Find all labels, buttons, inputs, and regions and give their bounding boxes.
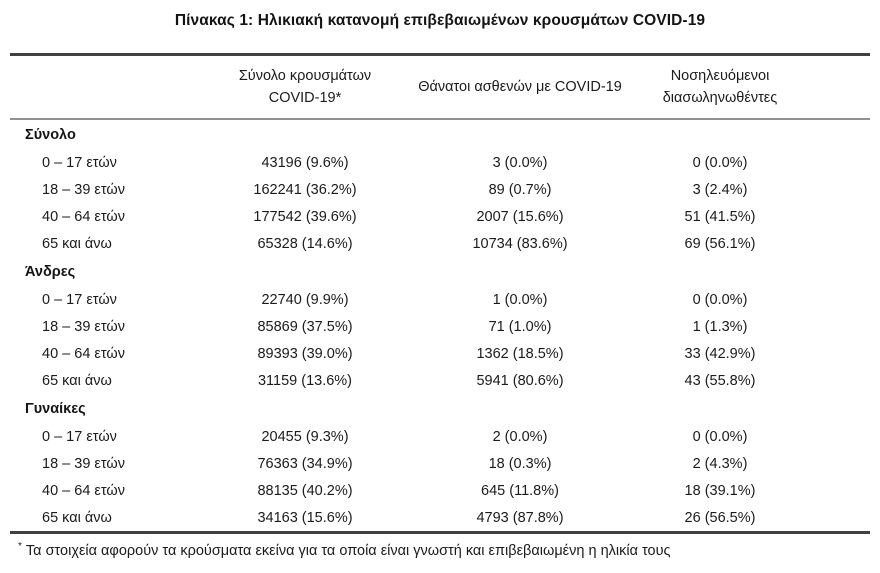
- cell-value: 33 (42.9%): [684, 345, 756, 362]
- cell-value: 22740 (9.9%): [261, 291, 349, 308]
- cell-value: 18 (39.1%): [684, 482, 756, 499]
- filler-cell: [800, 286, 870, 313]
- section-header-row: Γυναίκες: [10, 394, 870, 423]
- header-row: Σύνολο κρουσμάτων COVID-19* Θάνατοι ασθε…: [10, 53, 870, 120]
- section-header-row: Σύνολο: [10, 119, 870, 149]
- filler-cell: [800, 230, 870, 257]
- table-body: Σύνολο 0 – 17 ετών 43196 (9.6%) 3 (0.0%) 0 (…: [10, 119, 870, 533]
- age-group-label: 65 και άνω: [42, 235, 112, 252]
- row-label-column-header: [10, 53, 210, 120]
- cell-value: 2 (4.3%): [692, 455, 748, 472]
- col-header-intubated: Νοσηλευόμενοι διασωληνωθέντες: [640, 53, 800, 120]
- table-row: 65 και άνω 65328 (14.6%) 10734 (83.6%) 69 (…: [10, 230, 870, 257]
- filler-cell: [800, 149, 870, 176]
- filler-cell: [800, 176, 870, 203]
- age-group-label: 18 – 39 ετών: [42, 318, 125, 335]
- cell-value: 43196 (9.6%): [261, 154, 349, 171]
- cell-value: 1 (1.3%): [692, 318, 748, 335]
- cell-value: 1362 (18.5%): [476, 345, 564, 362]
- cell-value: 4793 (87.8%): [476, 509, 564, 526]
- col-header-total-cases: Σύνολο κρουσμάτων COVID-19*: [210, 53, 400, 120]
- col-header-deaths: Θάνατοι ασθενών με COVID-19: [400, 53, 640, 120]
- cell-value: 645 (11.8%): [481, 482, 559, 499]
- filler-cell: [800, 477, 870, 504]
- cell-value: 51 (41.5%): [684, 208, 756, 225]
- age-group-label: 18 – 39 ετών: [42, 181, 125, 198]
- cell-value: 0 (0.0%): [692, 291, 748, 308]
- age-group-label: 40 – 64 ετών: [42, 345, 125, 362]
- cell-value: 43 (55.8%): [684, 372, 756, 389]
- table-row: 18 – 39 ετών 162241 (36.2%) 89 (0.7%) 3 (2.…: [10, 176, 870, 203]
- section-label: Γυναίκες: [25, 400, 86, 417]
- cell-value: 65328 (14.6%): [257, 235, 353, 252]
- table-row: 40 – 64 ετών 88135 (40.2%) 645 (11.8%) 18 (…: [10, 477, 870, 504]
- filler-cell: [800, 504, 870, 533]
- cell-value: 2007 (15.6%): [476, 208, 564, 225]
- section-label: Σύνολο: [25, 126, 76, 143]
- cell-value: 2 (0.0%): [492, 428, 548, 445]
- table-row: 0 – 17 ετών 43196 (9.6%) 3 (0.0%) 0 (0.0%): [10, 149, 870, 176]
- cell-value: 89 (0.7%): [488, 181, 552, 198]
- age-group-label: 65 και άνω: [42, 372, 112, 389]
- cell-value: 34163 (15.6%): [257, 509, 353, 526]
- cell-value: 1 (0.0%): [492, 291, 548, 308]
- cell-value: 26 (56.5%): [684, 509, 756, 526]
- cell-value: 0 (0.0%): [692, 154, 748, 171]
- cell-value: 31159 (13.6%): [257, 372, 353, 389]
- cell-value: 5941 (80.6%): [476, 372, 564, 389]
- filler-column-header: [800, 53, 870, 120]
- cell-value: 10734 (83.6%): [472, 235, 568, 252]
- cell-value: 71 (1.0%): [488, 318, 552, 335]
- filler-cell: [800, 203, 870, 230]
- cell-value: 177542 (39.6%): [253, 208, 357, 225]
- cell-value: 162241 (36.2%): [253, 181, 357, 198]
- covid-age-distribution-table: Σύνολο κρουσμάτων COVID-19* Θάνατοι ασθε…: [10, 53, 870, 534]
- table-row: 0 – 17 ετών 22740 (9.9%) 1 (0.0%) 0 (0.0%): [10, 286, 870, 313]
- age-group-label: 0 – 17 ετών: [42, 154, 117, 171]
- cell-value: 18 (0.3%): [488, 455, 552, 472]
- table-row: 18 – 39 ετών 85869 (37.5%) 71 (1.0%) 1 (1.3…: [10, 313, 870, 340]
- filler-cell: [800, 423, 870, 450]
- table-title: Πίνακας 1: Ηλικιακή κατανομή επιβεβαιωμέ…: [174, 12, 706, 29]
- cell-value: 88135 (40.2%): [257, 482, 353, 499]
- footnote-asterisk-marker: *: [18, 541, 22, 552]
- table-row: 40 – 64 ετών 89393 (39.0%) 1362 (18.5%) 33 …: [10, 340, 870, 367]
- cell-value: 3 (0.0%): [492, 154, 548, 171]
- table-row: 65 και άνω 34163 (15.6%) 4793 (87.8%) 26 (5…: [10, 504, 870, 533]
- cell-value: 20455 (9.3%): [261, 428, 349, 445]
- footnote: * Τα στοιχεία αφορούν τα κρούσματα εκείνα…: [10, 541, 870, 559]
- table-row: 65 και άνω 31159 (13.6%) 5941 (80.6%) 43 (5…: [10, 367, 870, 394]
- cell-value: 3 (2.4%): [692, 181, 748, 198]
- cell-value: 0 (0.0%): [692, 428, 748, 445]
- age-group-label: 40 – 64 ετών: [42, 208, 125, 225]
- filler-cell: [800, 340, 870, 367]
- filler-cell: [800, 450, 870, 477]
- cell-value: 89393 (39.0%): [257, 345, 353, 362]
- cell-value: 69 (56.1%): [684, 235, 756, 252]
- table-row: 18 – 39 ετών 76363 (34.9%) 18 (0.3%) 2 (4.3…: [10, 450, 870, 477]
- table-row: 0 – 17 ετών 20455 (9.3%) 2 (0.0%) 0 (0.0%): [10, 423, 870, 450]
- footnote-text: Τα στοιχεία αφορούν τα κρούσματα εκείνα …: [25, 542, 671, 559]
- age-group-label: 0 – 17 ετών: [42, 428, 117, 445]
- filler-cell: [800, 367, 870, 394]
- section-header-row: Άνδρες: [10, 257, 870, 286]
- section-label: Άνδρες: [25, 263, 76, 280]
- age-group-label: 65 και άνω: [42, 509, 112, 526]
- cell-value: 76363 (34.9%): [257, 455, 353, 472]
- age-group-label: 0 – 17 ετών: [42, 291, 117, 308]
- age-group-label: 18 – 39 ετών: [42, 455, 125, 472]
- age-group-label: 40 – 64 ετών: [42, 482, 125, 499]
- filler-cell: [800, 313, 870, 340]
- table-row: 40 – 64 ετών 177542 (39.6%) 2007 (15.6%) 51…: [10, 203, 870, 230]
- table-header: Σύνολο κρουσμάτων COVID-19* Θάνατοι ασθε…: [10, 53, 870, 120]
- cell-value: 85869 (37.5%): [257, 318, 353, 335]
